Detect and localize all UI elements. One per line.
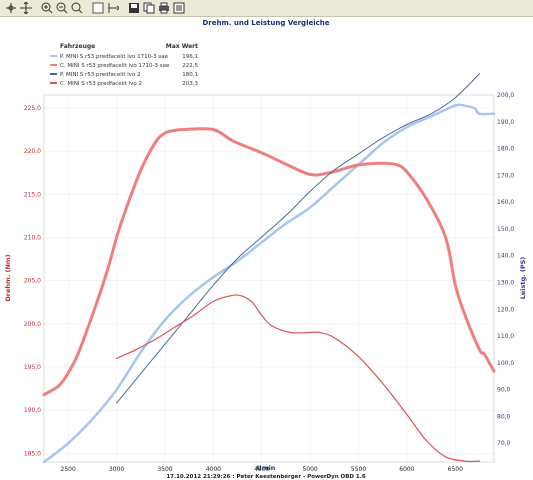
- x-axis-ticks: 2500 3000 3500 4000 4500 5000 5500 6000 6500: [61, 466, 464, 473]
- legend-entry-value: 222,5: [182, 63, 198, 69]
- series-line-2: [42, 127, 496, 397]
- zoom-in-icon[interactable]: [40, 2, 53, 15]
- series-line-3: [116, 73, 480, 404]
- right-tick-label: 150,0: [497, 226, 514, 233]
- legend-entry-name: C. MINI S r53 predfacelit lvo 1710-3 sae: [60, 63, 170, 69]
- right-tick-label: 100,0: [497, 360, 514, 367]
- right-tick-label: 90,0: [497, 387, 511, 394]
- right-tick-label: 110,0: [497, 333, 514, 340]
- x-tick-label: 5000: [302, 466, 317, 473]
- print-icon[interactable]: [157, 2, 170, 15]
- legend-entry-name: P. MINI S r53 predfacelit lvo 1710-3 sae: [60, 54, 169, 60]
- left-axis-label: Drehm. (Nm): [4, 254, 12, 301]
- toolbar: [0, 0, 533, 17]
- left-tick-label: 220,0: [24, 148, 41, 155]
- series-line-4: [116, 294, 481, 463]
- right-tick-label: 140,0: [497, 253, 514, 260]
- left-tick-label: 195,0: [24, 364, 41, 371]
- x-axis-label: Umin: [257, 464, 276, 472]
- left-tick-label: 190,0: [24, 407, 41, 414]
- zoom-fit-icon[interactable]: [70, 2, 83, 15]
- chart-title: Drehm. und Leistung Vergleiche: [202, 19, 329, 27]
- x-tick-label: 6500: [448, 466, 463, 473]
- right-tick-label: 170,0: [497, 172, 514, 179]
- left-tick-label: 210,0: [24, 234, 41, 241]
- plot-area: [43, 94, 495, 463]
- right-tick-label: 200,0: [497, 92, 514, 99]
- x-tick-label: 3000: [109, 466, 124, 473]
- series-line-1: [42, 103, 496, 464]
- left-tick-label: 215,0: [24, 191, 41, 198]
- legend-entry-name: C. MINI S r53 predfacelit lvo 2: [60, 81, 142, 87]
- chart-canvas: Drehm. und Leistung Vergleiche Fahrzeuge…: [4, 19, 527, 480]
- options-icon[interactable]: [172, 2, 185, 15]
- legend-entry-value: 196,1: [182, 54, 198, 60]
- left-tick-label: 205,0: [24, 278, 41, 285]
- x-tick-label: 6000: [399, 466, 414, 473]
- cursor-icon[interactable]: [106, 2, 119, 15]
- x-tick-label: 4000: [206, 466, 221, 473]
- x-tick-label: 3500: [157, 466, 172, 473]
- save-icon[interactable]: [127, 2, 140, 15]
- left-axis-ticks: 185,0 190,0 195,0 200,0 205,0 210,0 215,0 220,0…: [24, 105, 41, 457]
- left-tick-label: 225,0: [24, 105, 41, 112]
- right-tick-label: 120,0: [497, 306, 514, 313]
- legend-entry-value: 203,3: [182, 81, 198, 87]
- checkbox-icon[interactable]: [91, 2, 104, 15]
- right-tick-label: 190,0: [497, 119, 514, 126]
- footer-credit: 17.10.2012 21:29:26 : Peter Keestenberge…: [166, 474, 365, 480]
- legend-entry-name: P. MINI S r53 predfacelit lvo 2: [60, 72, 141, 78]
- legend-header-value: Max Wert: [166, 43, 198, 50]
- x-tick-label: 4500: [254, 466, 269, 473]
- left-tick-label: 200,0: [24, 321, 41, 328]
- right-axis-label: Leistg. (PS): [519, 257, 527, 300]
- right-tick-label: 180,0: [497, 146, 514, 153]
- copy-icon[interactable]: [142, 2, 155, 15]
- right-tick-label: 70,0: [497, 440, 511, 447]
- legend-entry-value: 180,1: [182, 72, 198, 78]
- right-axis-ticks: 70,0 80,0 90,0 100,0 110,0 120,0 130,0 140,0 150…: [497, 92, 514, 447]
- x-tick-label: 2500: [61, 466, 76, 473]
- x-tick-label: 5500: [351, 466, 366, 473]
- pan-icon[interactable]: [19, 2, 32, 15]
- right-tick-label: 160,0: [497, 199, 514, 206]
- left-tick-label: 185,0: [24, 450, 41, 457]
- zoom-box-icon[interactable]: [4, 2, 17, 15]
- right-tick-label: 80,0: [497, 413, 511, 420]
- right-tick-label: 130,0: [497, 280, 514, 287]
- legend: Fahrzeuge Max Wert P. MINI S r53 predfac…: [50, 43, 198, 87]
- zoom-out-icon[interactable]: [55, 2, 68, 15]
- legend-header-name: Fahrzeuge: [60, 43, 95, 50]
- series-layer: [42, 73, 496, 464]
